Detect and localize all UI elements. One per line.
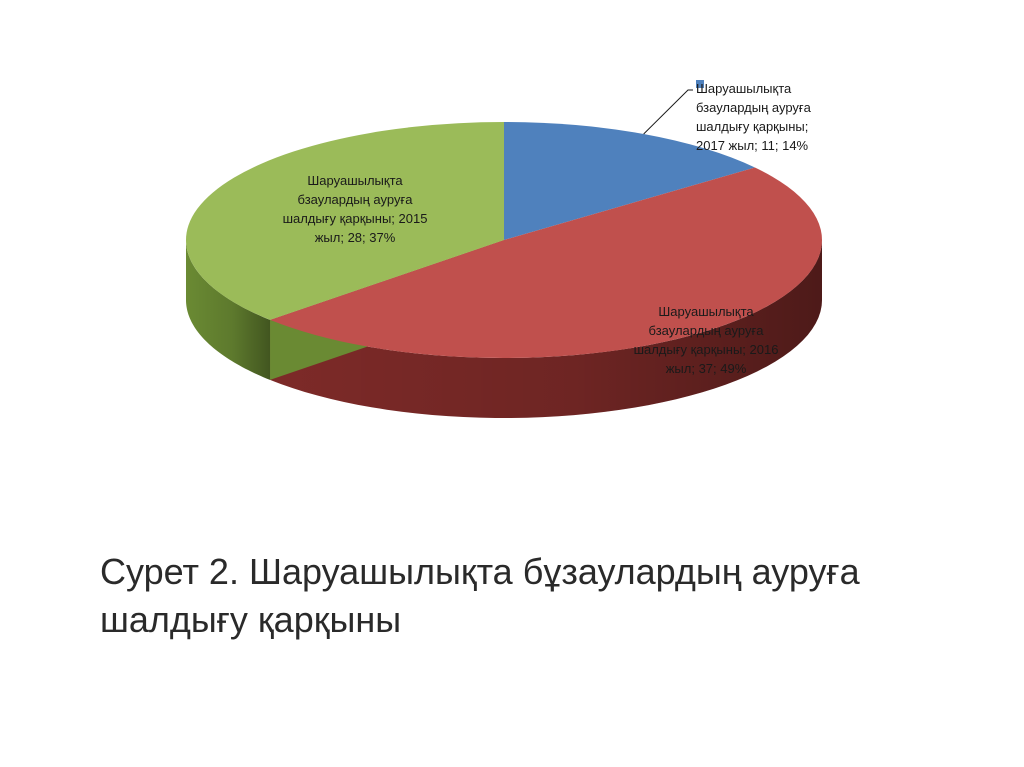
figure-caption: Сурет 2. Шаруашылықта бұзаулардың ауруға… xyxy=(100,551,860,640)
slice-2017-top xyxy=(504,122,755,240)
legend-key-2017 xyxy=(696,80,704,88)
slice-2016-top xyxy=(270,167,822,358)
slice-2016-side-shade xyxy=(270,240,822,418)
data-label-2015: Шаруашылықта бзаулардың ауруға шалдығу қ… xyxy=(282,173,428,245)
slice-2015-side-shade xyxy=(186,240,271,380)
slice-2015-top xyxy=(186,122,505,320)
leader-line-2017 xyxy=(643,89,693,135)
data-label-2016: Шаруашылықта бзаулардың ауруға шалдығу қ… xyxy=(633,304,779,376)
data-label-2017: Шаруашылықта бзаулардың ауруға шалдығу қ… xyxy=(696,81,811,153)
